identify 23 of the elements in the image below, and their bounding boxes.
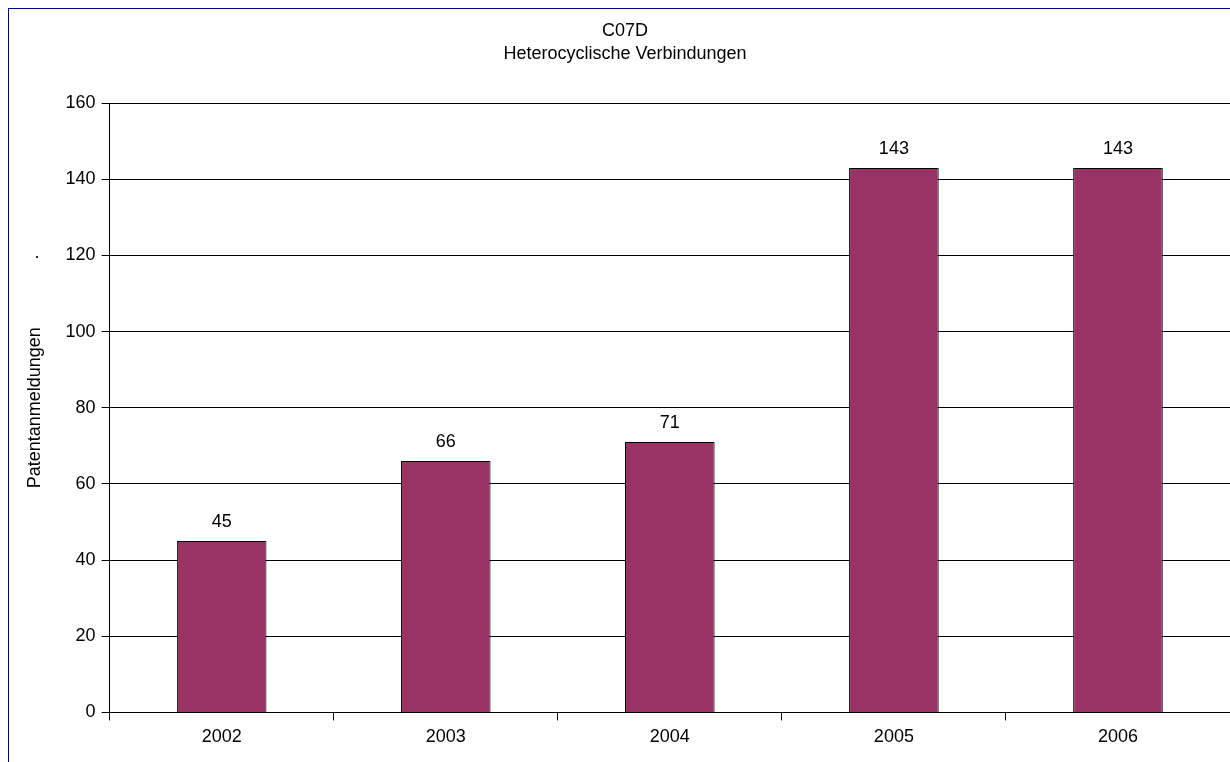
- y-tick-label: 100: [65, 320, 96, 341]
- y-tick-label: 160: [65, 92, 96, 113]
- data-label: 71: [659, 412, 680, 433]
- text: .: [34, 241, 40, 262]
- y-tick-label: 0: [85, 701, 96, 722]
- x-tick-label: 2002: [201, 726, 242, 747]
- y-tick-label: 80: [75, 396, 96, 417]
- y-axis-title: Patentanmeldungen: [23, 327, 44, 489]
- y-tick-label: 140: [65, 168, 96, 189]
- y-tick-label: 20: [75, 625, 96, 646]
- x-tick-label: 2006: [1097, 726, 1138, 747]
- data-label: 45: [211, 511, 232, 532]
- y-tick-label: 120: [65, 244, 96, 265]
- data-label: 143: [1102, 137, 1133, 158]
- y-tick-label: 60: [75, 472, 96, 493]
- data-label: 143: [878, 137, 909, 158]
- data-label: 66: [435, 431, 456, 452]
- x-tick-label: 2004: [649, 726, 690, 747]
- chart-title: C07D: [601, 19, 649, 40]
- x-tick-label: 2005: [873, 726, 914, 747]
- x-tick-label: 2003: [425, 726, 466, 747]
- y-tick-label: 40: [75, 549, 96, 570]
- chart-subtitle: Heterocyclische Verbindungen: [503, 43, 747, 64]
